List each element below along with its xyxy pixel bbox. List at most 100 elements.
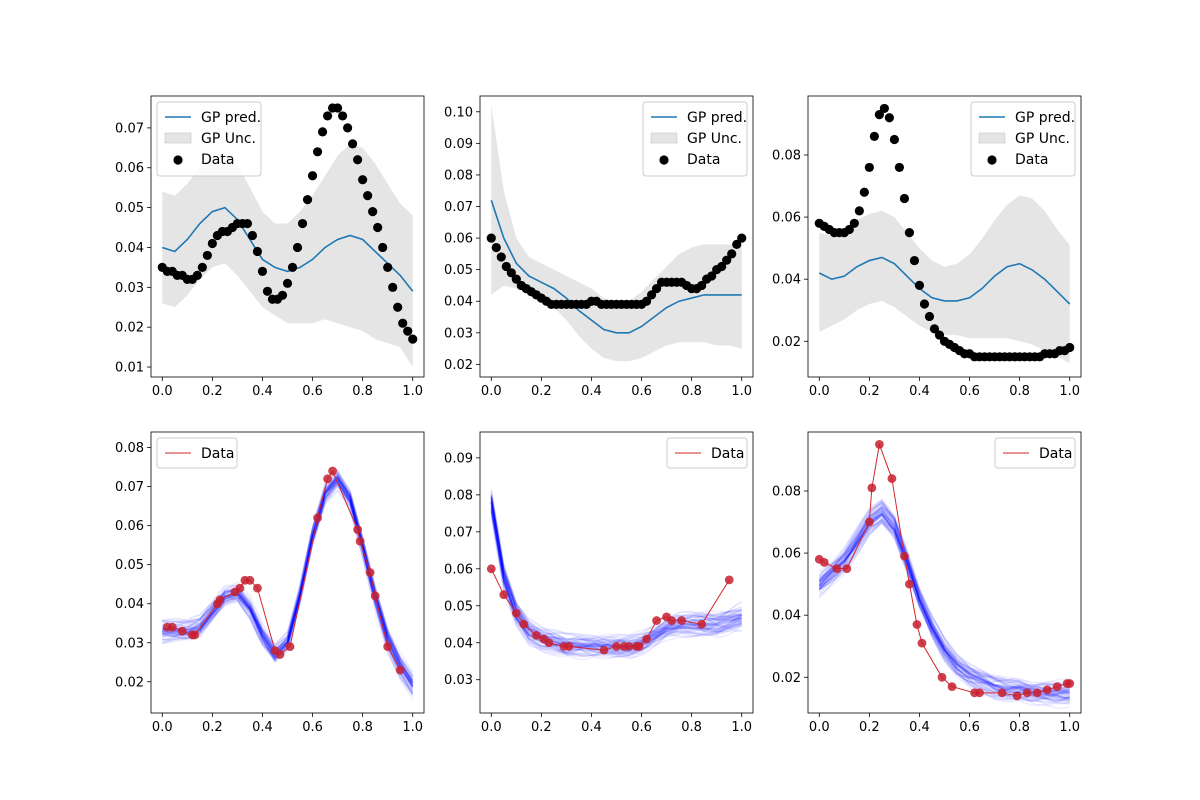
subplot-top-left: 0.0 0.2 0.4 0.6 0.8 1.0 0.01 0.02 0.03 0.04 0.05 0.… xyxy=(115,95,425,399)
data-point xyxy=(889,134,900,145)
data-point xyxy=(358,175,368,185)
plot-area xyxy=(157,103,418,368)
subplot-bottom-left: 0.0 0.2 0.4 0.6 0.8 1.0 0.02 0.03 0.04 0.05 0.06 0.… xyxy=(115,431,425,735)
y-tick-label: 0.04 xyxy=(115,241,144,256)
posterior-sample-line xyxy=(162,478,414,687)
y-tick-label: 0.04 xyxy=(772,273,801,288)
posterior-sample-line xyxy=(818,519,1070,692)
y-tick-label: 0.03 xyxy=(444,326,473,341)
axes-frame xyxy=(150,95,425,378)
y-tick-label: 0.03 xyxy=(115,281,144,296)
y-tick-label: 0.01 xyxy=(115,361,144,376)
y-tick-label: 0.06 xyxy=(444,232,473,247)
posterior-sample-line xyxy=(490,501,742,654)
x-tick-label: 0.0 xyxy=(152,384,173,399)
data-point xyxy=(914,280,925,291)
x-tick-label: 0.6 xyxy=(631,384,652,399)
subplot-bottom-right: 0.0 0.2 0.4 0.6 0.8 1.0 0.02 0.04 0.06 0.08 Data xyxy=(772,431,1082,735)
legend-label-gp-pred: GP pred. xyxy=(687,110,747,126)
data-point xyxy=(355,536,365,546)
y-tick-label: 0.02 xyxy=(115,321,144,336)
y-tick-label: 0.06 xyxy=(772,211,801,226)
posterior-sample-line xyxy=(162,477,414,678)
x-tick-label: 0.2 xyxy=(531,720,552,735)
plot-area xyxy=(814,103,1075,364)
posterior-sample-line xyxy=(490,499,742,654)
gp-prediction-line xyxy=(818,256,1071,305)
x-tick-label: 0.0 xyxy=(481,720,502,735)
posterior-sample-line xyxy=(818,517,1070,706)
data-point xyxy=(378,242,388,253)
x-tick-label: 0.6 xyxy=(959,720,980,735)
legend: GP pred. GP Unc. Data xyxy=(156,101,262,177)
y-tick-label: 0.08 xyxy=(444,168,473,183)
data-point xyxy=(403,326,413,336)
data-point xyxy=(697,619,707,629)
data-point xyxy=(511,608,521,618)
data-point xyxy=(844,224,854,235)
posterior-sample-line xyxy=(818,521,1071,701)
legend-box xyxy=(642,101,748,177)
data-point xyxy=(383,262,393,272)
data-point xyxy=(727,249,737,259)
data-point xyxy=(242,218,253,229)
legend-label-gp-unc: GP Unc. xyxy=(201,131,256,147)
data-point xyxy=(934,330,945,340)
axes-frame xyxy=(479,431,754,714)
data-point xyxy=(1052,682,1062,692)
y-tick-label: 0.02 xyxy=(772,671,801,686)
data-point xyxy=(652,616,661,625)
data-point xyxy=(192,270,202,280)
data-point xyxy=(832,564,842,574)
subplot-grid: 0.0 0.2 0.4 0.6 0.8 1.00.010.020.030.040.050.… xyxy=(115,95,1082,735)
posterior-sample-line xyxy=(818,502,1071,693)
legend-label-gp-unc: GP Unc. xyxy=(1015,131,1070,147)
legend: GP pred. GP Unc. Data xyxy=(642,101,748,177)
data-point xyxy=(864,162,874,173)
posterior-sample-line xyxy=(490,500,742,652)
gp-uncertainty-band xyxy=(162,143,413,368)
data-point xyxy=(1032,688,1042,698)
y-tick-label: 0.04 xyxy=(772,609,801,624)
posterior-sample-line xyxy=(818,506,1070,701)
data-point xyxy=(343,123,353,133)
data-point xyxy=(732,239,742,249)
data-point xyxy=(486,233,496,243)
legend-data-swatch xyxy=(987,155,997,165)
data-point xyxy=(869,131,879,141)
x-tick-label: 0.4 xyxy=(581,720,602,735)
legend-data-swatch xyxy=(173,155,183,165)
legend-box xyxy=(666,437,748,469)
x-tick-label: 1.0 xyxy=(1059,384,1080,399)
data-point xyxy=(408,334,418,344)
data-point xyxy=(302,195,313,205)
data-point xyxy=(737,233,747,243)
y-tick-label: 0.06 xyxy=(115,519,144,534)
data-point xyxy=(707,271,717,281)
data-point xyxy=(167,622,177,632)
posterior-sample-line xyxy=(162,488,414,681)
data-point xyxy=(722,255,732,265)
x-tick-label: 0.2 xyxy=(202,720,223,735)
legend-label-gp-pred: GP pred. xyxy=(201,110,261,126)
data-point xyxy=(641,296,652,306)
posterior-sample-line xyxy=(818,502,1070,701)
y-tick-label: 0.07 xyxy=(444,200,473,215)
x-tick-label: 0.4 xyxy=(252,720,273,735)
posterior-sample-line xyxy=(818,520,1070,703)
posterior-sample-line xyxy=(162,481,414,689)
y-tick-label: 0.05 xyxy=(444,599,473,614)
data-point xyxy=(499,590,509,600)
data-point xyxy=(388,282,398,292)
data-point xyxy=(1042,685,1052,695)
data-point xyxy=(819,558,829,567)
legend-label-data: Data xyxy=(201,446,234,462)
legend-label-gp-unc: GP Unc. xyxy=(687,131,742,147)
x-tick-label: 0.6 xyxy=(959,384,980,399)
axes-frame xyxy=(479,95,754,378)
data-point xyxy=(253,583,262,593)
posterior-sample-line xyxy=(161,480,414,693)
data-point xyxy=(282,278,293,288)
y-tick-label: 0.10 xyxy=(444,105,473,120)
posterior-sample-line xyxy=(490,510,742,657)
